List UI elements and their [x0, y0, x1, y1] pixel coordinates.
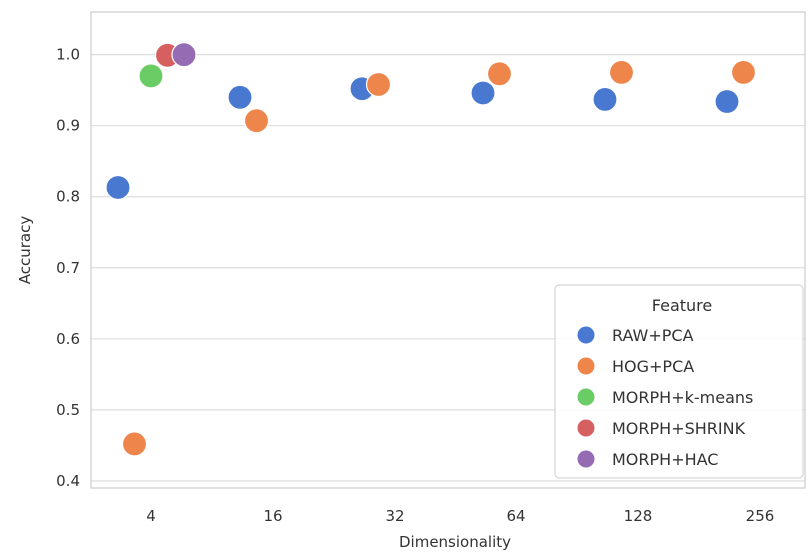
y-tick-labels: 0.4 0.5 0.6 0.7 0.8 0.9 1.0: [56, 46, 80, 490]
x-axis-label: Dimensionality: [399, 533, 511, 551]
data-point-hog-pca: [608, 59, 635, 85]
legend-marker: [577, 357, 595, 375]
legend-label: MORPH+k-means: [612, 388, 753, 407]
x-tick-label: 64: [506, 507, 525, 525]
legend-marker: [577, 326, 595, 344]
legend-label: HOG+PCA: [612, 357, 694, 376]
x-tick-labels: 4 16 32 64 128 256: [146, 507, 774, 525]
x-tick-label: 16: [263, 507, 282, 525]
data-points: [105, 42, 757, 457]
legend-label: MORPH+HAC: [612, 450, 718, 469]
legend-marker: [577, 450, 595, 468]
data-point-raw-pca: [470, 80, 496, 106]
data-point-morph-k-means: [138, 63, 164, 89]
x-tick-label: 128: [624, 507, 653, 525]
plot-frame: [90, 11, 806, 489]
x-tick-label: 32: [385, 507, 404, 525]
grid-layer: [91, 54, 805, 482]
legend: Feature RAW+PCA HOG+PCA MORPH+k-means MORPH…: [554, 284, 804, 479]
legend-marker: [577, 388, 595, 406]
data-point-raw-pca: [105, 174, 131, 201]
legend-label: RAW+PCA: [612, 326, 694, 345]
legend-box: [554, 284, 804, 479]
x-tick-label: 4: [146, 507, 156, 525]
data-point-raw-pca: [592, 86, 618, 112]
data-point-raw-pca: [714, 88, 740, 115]
y-axis-label: Accuracy: [16, 216, 34, 285]
y-tick-label: 0.4: [56, 472, 80, 490]
data-point-hog-pca: [121, 431, 148, 457]
x-tick-label: 256: [746, 507, 775, 525]
legend-marker: [577, 419, 595, 437]
data-point-raw-pca: [227, 84, 253, 110]
y-tick-label: 0.5: [56, 401, 80, 419]
data-point-hog-pca: [730, 59, 757, 85]
data-point-hog-pca: [365, 71, 392, 98]
y-tick-label: 0.9: [56, 117, 80, 135]
y-tick-label: 0.7: [56, 259, 80, 277]
y-tick-label: 0.6: [56, 330, 80, 348]
legend-label: MORPH+SHRINK: [612, 419, 746, 438]
legend-items: RAW+PCA HOG+PCA MORPH+k-means MORPH+SHRINK M…: [577, 326, 753, 469]
y-tick-label: 1.0: [56, 46, 80, 64]
data-point-morph-hac: [171, 42, 197, 68]
data-point-hog-pca: [486, 61, 513, 87]
legend-title: Feature: [652, 296, 712, 315]
y-tick-label: 0.8: [56, 188, 80, 206]
data-point-hog-pca: [243, 108, 270, 134]
